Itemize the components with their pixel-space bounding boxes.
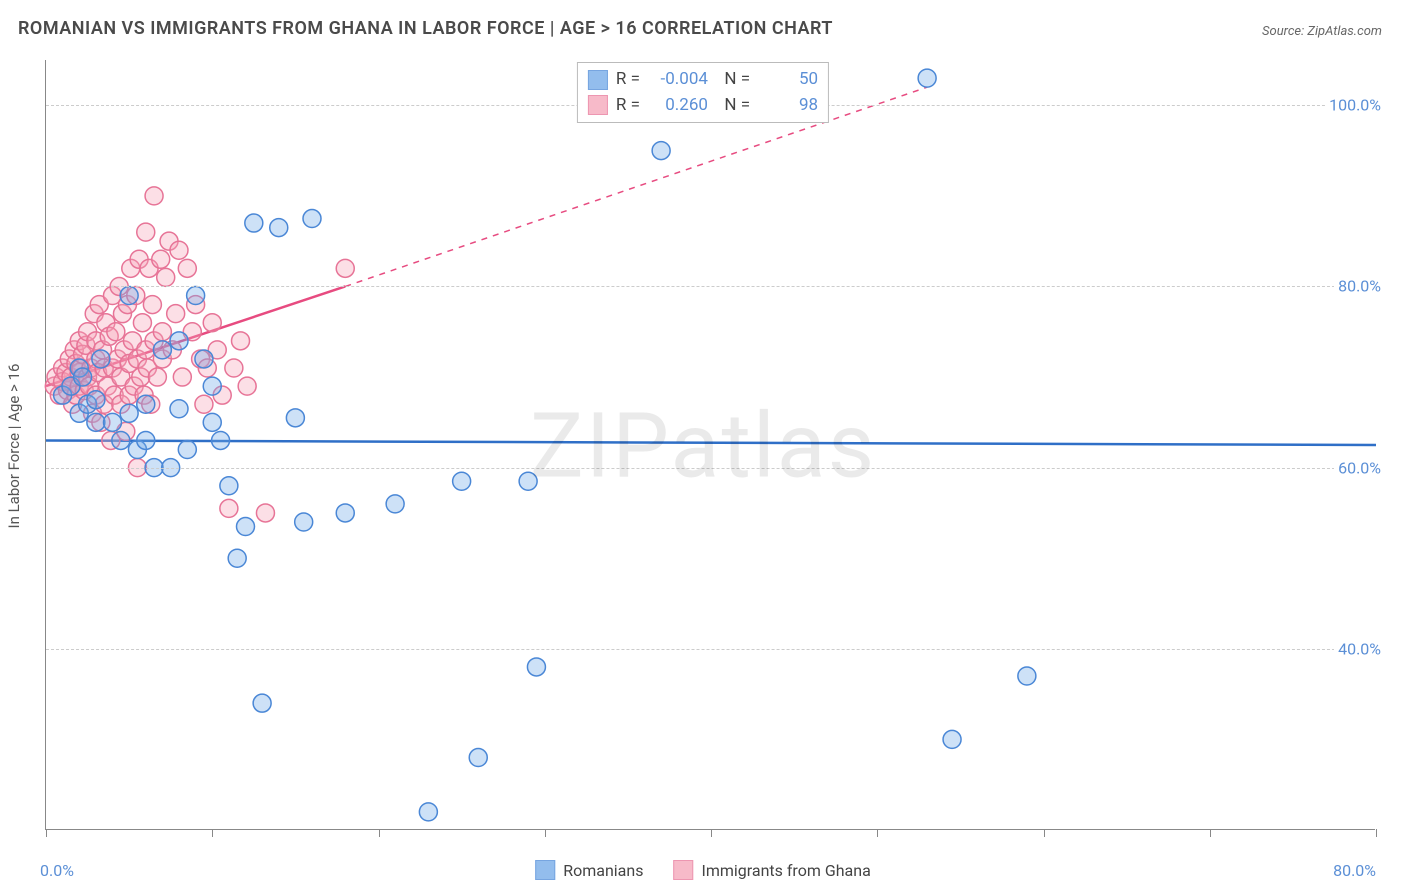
- stat-n-label: N =: [716, 93, 750, 119]
- legend-item-a: Romanians: [535, 860, 643, 880]
- y-tick-label: 100.0%: [1325, 96, 1385, 115]
- stat-r-value-a: -0.004: [648, 67, 708, 93]
- x-tick: [379, 829, 380, 837]
- x-tick: [1044, 829, 1045, 837]
- stat-n-value-b: 98: [758, 93, 818, 119]
- stat-r-label: R =: [616, 67, 640, 93]
- y-tick-label: 60.0%: [1334, 458, 1385, 477]
- x-tick: [877, 829, 878, 837]
- stats-row-series-a: R = -0.004 N = 50: [588, 67, 818, 93]
- swatch-series-a: [588, 70, 608, 90]
- x-tick: [1210, 829, 1211, 837]
- x-tick: [1376, 829, 1377, 837]
- plot-area: 40.0%60.0%80.0%100.0%: [45, 60, 1375, 830]
- chart-title: ROMANIAN VS IMMIGRANTS FROM GHANA IN LAB…: [18, 18, 833, 39]
- x-tick: [545, 829, 546, 837]
- source-attribution: Source: ZipAtlas.com: [1262, 24, 1382, 39]
- legend-swatch-a: [535, 860, 555, 880]
- x-tick: [711, 829, 712, 837]
- gridline: [46, 649, 1375, 650]
- x-tick: [46, 829, 47, 837]
- legend-label-a: Romanians: [563, 861, 643, 880]
- gridline: [46, 468, 1375, 469]
- legend-swatch-b: [673, 860, 693, 880]
- stat-n-label: N =: [716, 67, 750, 93]
- stat-r-value-b: 0.260: [648, 93, 708, 119]
- bottom-legend: Romanians Immigrants from Ghana: [535, 860, 871, 880]
- stats-legend-box: R = -0.004 N = 50 R = 0.260 N = 98: [577, 62, 829, 123]
- gridline: [46, 286, 1375, 287]
- x-tick: [212, 829, 213, 837]
- x-axis-end-label: 80.0%: [1333, 861, 1376, 880]
- y-tick-label: 40.0%: [1334, 639, 1385, 658]
- y-tick-label: 80.0%: [1334, 277, 1385, 296]
- x-axis-origin-label: 0.0%: [40, 861, 74, 880]
- swatch-series-b: [588, 95, 608, 115]
- stat-n-value-a: 50: [758, 67, 818, 93]
- y-axis-label: In Labor Force | Age > 16: [5, 364, 23, 529]
- legend-label-b: Immigrants from Ghana: [701, 861, 870, 880]
- stat-r-label: R =: [616, 93, 640, 119]
- chart-svg: [46, 60, 1375, 829]
- stats-row-series-b: R = 0.260 N = 98: [588, 93, 818, 119]
- legend-item-b: Immigrants from Ghana: [673, 860, 870, 880]
